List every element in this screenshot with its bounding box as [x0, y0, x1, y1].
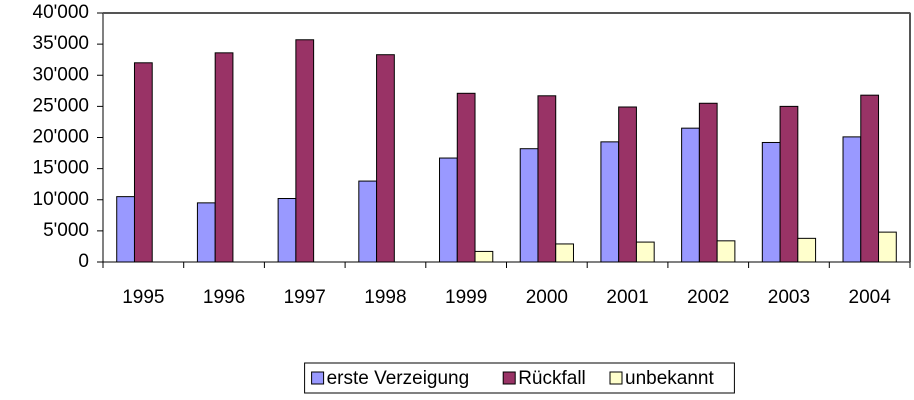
legend-label: unbekannt — [625, 368, 714, 389]
y-tick-label: 5'000 — [43, 220, 89, 241]
legend-box — [304, 362, 735, 394]
y-tick-label: 40'000 — [33, 2, 89, 23]
bar — [116, 196, 135, 263]
bar — [698, 102, 718, 263]
legend-swatch — [311, 371, 325, 385]
bar — [761, 141, 781, 263]
legend-label: Rückfall — [518, 368, 586, 389]
legend-swatch — [609, 371, 623, 385]
bar — [277, 198, 297, 263]
x-tick-label: 2000 — [526, 287, 568, 308]
x-tick-label: 1995 — [122, 287, 164, 308]
bar — [600, 141, 620, 263]
x-tick-label: 1997 — [284, 287, 326, 308]
bar — [376, 54, 395, 263]
x-tick-label: 1996 — [203, 287, 245, 308]
bar — [474, 250, 494, 263]
y-tick-label: 15'000 — [33, 158, 89, 179]
y-tick-label: 10'000 — [33, 189, 89, 210]
y-tick-label: 20'000 — [33, 127, 89, 148]
bar — [456, 92, 476, 263]
bar — [295, 39, 315, 263]
x-tick-label: 1999 — [445, 287, 487, 308]
y-tick-label: 35'000 — [33, 33, 89, 54]
bar — [555, 243, 574, 263]
bar — [537, 95, 557, 263]
bar — [133, 62, 153, 263]
legend-swatch — [502, 371, 516, 385]
bar — [439, 157, 458, 263]
bar — [214, 52, 234, 263]
legend-label: erste Verzeigung — [327, 368, 470, 389]
bar — [196, 202, 216, 263]
bar — [519, 148, 539, 263]
bar — [779, 105, 799, 263]
x-tick-label: 2002 — [687, 287, 729, 308]
bar — [860, 94, 880, 263]
x-tick-label: 2001 — [606, 287, 648, 308]
bar — [878, 231, 897, 263]
bar — [635, 241, 655, 263]
bar — [716, 240, 736, 263]
bar — [797, 237, 817, 263]
y-tick-label: 30'000 — [33, 64, 89, 85]
y-tick-label: 0 — [78, 251, 89, 272]
x-tick-label: 2003 — [768, 287, 810, 308]
bar — [618, 106, 637, 263]
x-tick-label: 1998 — [364, 287, 406, 308]
y-tick-label: 25'000 — [33, 95, 89, 116]
bar — [681, 127, 700, 263]
bar — [358, 180, 378, 263]
x-tick-label: 2004 — [849, 287, 892, 308]
bar — [842, 136, 862, 263]
